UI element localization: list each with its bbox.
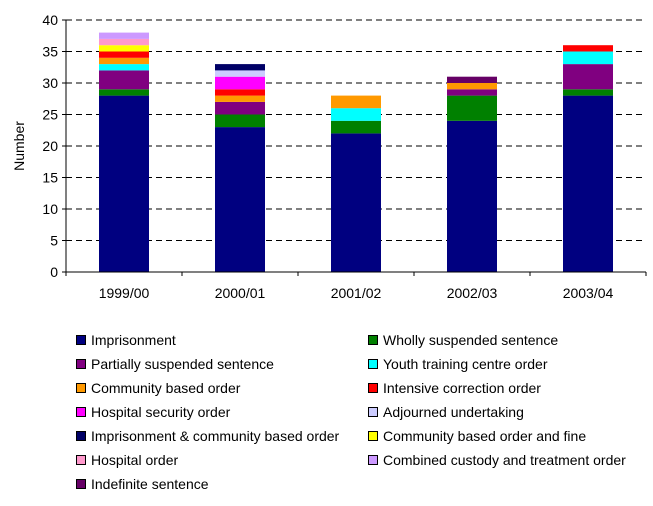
x-tick-label: 2002/03 [447, 285, 498, 301]
legend-swatch [368, 431, 378, 441]
legend-label: Partially suspended sentence [91, 356, 274, 372]
bar-segment [563, 64, 613, 90]
legend-item: Community based order [76, 378, 240, 398]
legend-label: Community based order [91, 380, 241, 396]
legend-swatch [76, 407, 86, 417]
legend-item: Indefinite sentence [76, 474, 209, 494]
bar-segment [99, 64, 149, 71]
bar-segment [447, 83, 497, 90]
bar-segment [215, 95, 265, 102]
bar-segment [99, 45, 149, 52]
legend-item: Adjourned undertaking [368, 402, 524, 422]
legend-item: Wholly suspended sentence [368, 330, 558, 350]
y-tick-label: 40 [42, 12, 58, 28]
legend-item: Youth training centre order [368, 354, 547, 374]
legend-item: Partially suspended sentence [76, 354, 274, 374]
legend-label: Intensive correction order [383, 380, 541, 396]
bar-segment [215, 89, 265, 96]
x-tick-label: 2003/04 [563, 285, 614, 301]
bar-segment [447, 89, 497, 96]
y-tick-label: 10 [42, 201, 58, 217]
bar-segment [215, 101, 265, 115]
legend-item: Hospital security order [76, 402, 230, 422]
legend-item: Community based order and fine [368, 426, 586, 446]
legend-swatch [76, 431, 86, 441]
legend-label: Combined custody and treatment order [383, 452, 626, 468]
bars [99, 32, 613, 272]
bar-segment [331, 95, 381, 109]
bar-segment [99, 70, 149, 90]
legend-item: Intensive correction order [368, 378, 541, 398]
bar-segment [99, 32, 149, 39]
legend-label: Hospital security order [91, 404, 231, 420]
x-tick-label: 1999/00 [99, 285, 150, 301]
bar-segment [447, 120, 497, 272]
legend-label: Imprisonment [91, 332, 176, 348]
legend-item: Imprisonment & community based order [76, 426, 339, 446]
legend-label: Adjourned undertaking [383, 404, 524, 420]
legend-swatch [368, 383, 378, 393]
x-tick-label: 2000/01 [215, 285, 266, 301]
legend-swatch [76, 335, 86, 345]
legend-label: Community based order and fine [383, 428, 587, 444]
legend-swatch [76, 359, 86, 369]
legend-swatch [76, 479, 86, 489]
legend-item: Combined custody and treatment order [368, 450, 626, 470]
y-tick-label: 15 [42, 170, 58, 186]
bar-segment [331, 108, 381, 121]
legend-swatch [368, 359, 378, 369]
bar-segment [215, 76, 265, 90]
bar-segment [447, 76, 497, 83]
bar-segment [563, 89, 613, 96]
bar-segment [447, 95, 497, 121]
legend-label: Indefinite sentence [91, 476, 209, 492]
y-tick-label: 5 [50, 233, 58, 249]
legend-item: Imprisonment [76, 330, 176, 350]
y-axis-label: Number [11, 121, 27, 171]
bar-segment [563, 95, 613, 272]
legend-swatch [76, 455, 86, 465]
legend-label: Hospital order [91, 452, 179, 468]
y-axis-ticks: 0 5 10 15 20 25 30 35 40 [42, 12, 66, 280]
legend-label: Imprisonment & community based order [91, 428, 340, 444]
bar-segment [215, 64, 265, 71]
legend-label: Wholly suspended sentence [383, 332, 559, 348]
y-tick-label: 30 [42, 75, 58, 91]
legend-item: Hospital order [76, 450, 178, 470]
bar-segment [331, 133, 381, 272]
legend-swatch [368, 335, 378, 345]
bar-segment [215, 70, 265, 77]
legend-swatch [368, 407, 378, 417]
bar-segment [99, 89, 149, 96]
legend-label: Youth training centre order [383, 356, 548, 372]
x-tick-label: 2001/02 [331, 285, 382, 301]
x-axis-ticks: 1999/00 2000/01 2001/02 2002/03 2003/04 [65, 272, 647, 301]
y-tick-label: 0 [50, 264, 58, 280]
bar-segment [99, 95, 149, 272]
legend-swatch [76, 383, 86, 393]
bar-segment [99, 57, 149, 65]
bar-segment [215, 114, 265, 128]
bar-segment [99, 51, 149, 58]
bar-segment [331, 120, 381, 134]
bar-segment [99, 38, 149, 46]
bar-segment [215, 127, 265, 272]
y-tick-label: 20 [42, 138, 58, 154]
legend-swatch [368, 455, 378, 465]
bar-segment [563, 51, 613, 65]
y-tick-label: 35 [42, 44, 58, 60]
bar-segment [563, 45, 613, 52]
y-tick-label: 25 [42, 107, 58, 123]
